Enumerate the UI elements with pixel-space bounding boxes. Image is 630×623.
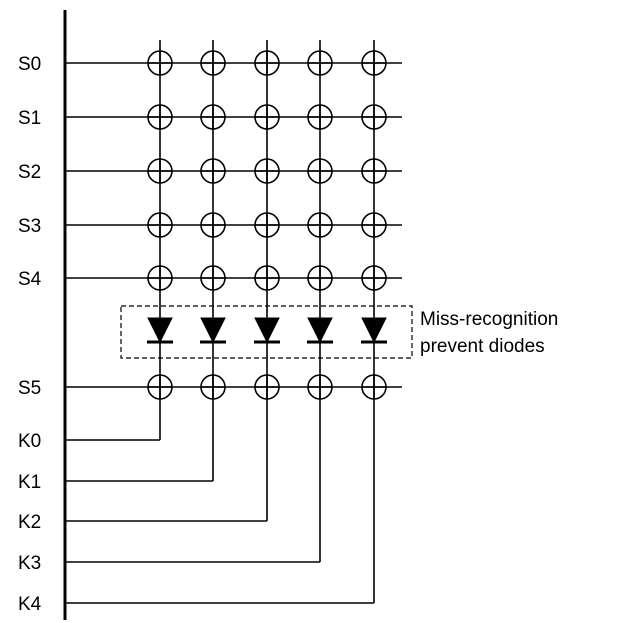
switch-symbol [254,50,280,76]
diode-4 [361,317,387,344]
switch-symbol [307,265,333,291]
switch-symbol [200,50,226,76]
key-label-k3: K3 [18,553,41,574]
switch-symbol [147,374,173,400]
switch-symbol [254,265,280,291]
annotation-line-1: Miss-recognition [420,309,558,330]
switch-symbol [200,265,226,291]
switch-symbol [361,212,387,238]
switch-matrix [65,40,402,604]
scan-label-s4: S4 [18,269,42,290]
switch-symbol [254,158,280,184]
switch-symbol [200,158,226,184]
diode-group-frame [120,305,413,359]
switch-symbol [200,374,226,400]
scan-label-s2: S2 [18,162,41,183]
scan-label-s1: S1 [18,108,41,129]
switch-symbol [307,212,333,238]
switch-symbol [147,158,173,184]
switch-symbol [361,374,387,400]
annotation-line-2: prevent diodes [420,336,545,357]
scan-label-s0: S0 [18,54,41,75]
switch-symbol [254,374,280,400]
switch-symbol [307,50,333,76]
scan-label-s3: S3 [18,216,41,237]
switch-symbol [254,212,280,238]
switch-symbol [147,265,173,291]
key-label-k4: K4 [18,594,42,615]
switch-symbol [361,265,387,291]
diode-0 [147,317,173,344]
switch-symbol [147,212,173,238]
switch-symbol [307,374,333,400]
line-labels: S0 S1 S2 S3 S4 S5 K0 K1 K2 K3 K4 [18,54,42,615]
key-label-k2: K2 [18,512,41,533]
switch-symbol [361,104,387,130]
switch-symbol [147,104,173,130]
switch-symbol [200,104,226,130]
diode-1 [200,317,226,344]
switch-symbol [361,158,387,184]
switch-symbol [200,212,226,238]
scan-label-s5: S5 [18,378,41,399]
switch-symbol [147,50,173,76]
key-label-k1: K1 [18,472,41,493]
switch-symbol [307,104,333,130]
switch-symbol [307,158,333,184]
switch-symbol [361,50,387,76]
diode-3 [307,317,333,344]
diode-2 [254,317,280,344]
switch-symbol [254,104,280,130]
key-label-k0: K0 [18,431,41,452]
